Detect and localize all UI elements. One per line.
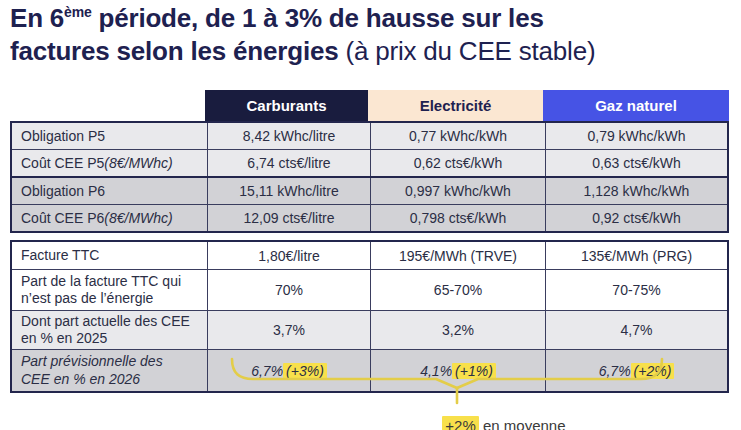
page-title: En 6ème période, de 1 à 3% de hausse sur… xyxy=(10,2,735,69)
table-row-obligation-p5: Obligation P5 8,42 kWhc/litre 0,77 kWhc/… xyxy=(12,123,727,149)
cell-carburants: 15,11 kWhc/litre xyxy=(207,178,370,204)
cell-electricite: 0,62 cts€/kWh xyxy=(370,150,545,176)
cell-gaz: 0,79 kWhc/kWh xyxy=(545,123,727,149)
average-annotation: +2% en moyenne xyxy=(434,400,566,430)
title-line1-pre: En 6 xyxy=(10,3,64,33)
row-label: Obligation P6 xyxy=(12,178,207,204)
title-line1: En 6ème période, de 1 à 3% de hausse sur… xyxy=(10,3,544,33)
table-row-facture-ttc: Facture TTC 1,80€/litre 195€/MWh (TRVE) … xyxy=(12,242,727,269)
cell-carburants: 70% xyxy=(207,270,370,310)
table-row-obligation-p6: Obligation P6 15,11 kWhc/litre 0,997 kWh… xyxy=(12,176,727,204)
header-carburants: Carburants xyxy=(205,90,368,121)
cell-gaz: 0,63 cts€/kWh xyxy=(545,150,727,176)
row-label: Coût CEE P5 (8€/MWhc) xyxy=(12,150,207,176)
cell-electricite: 65-70% xyxy=(370,270,545,310)
table-row-cout-cee-p6: Coût CEE P6 (8€/MWhc) 12,09 cts€/litre 0… xyxy=(12,204,727,231)
average-text: en moyenne xyxy=(479,417,566,430)
cell-gaz: 135€/MWh (PRG) xyxy=(545,242,727,269)
cell-carburants: 12,09 cts€/litre xyxy=(207,205,370,231)
header-electricite: Electricité xyxy=(368,90,543,121)
header-empty-cell xyxy=(10,90,205,121)
cell-electricite: 0,997 kWhc/kWh xyxy=(370,178,545,204)
cell-gaz: 0,92 cts€/kWh xyxy=(545,205,727,231)
cell-electricite: 195€/MWh (TRVE) xyxy=(370,242,545,269)
row-label-text: Obligation P5 xyxy=(21,128,105,144)
cell-gaz: 4,7% xyxy=(545,311,727,349)
title-line2-bold: factures selon les énergies xyxy=(10,36,345,66)
row-label: Obligation P5 xyxy=(12,123,207,149)
table-row-part-actuelle-2025: Dont part actuelle des CEE en % en 2025 … xyxy=(12,310,727,349)
cell-carburants: 1,80€/litre xyxy=(207,242,370,269)
row-label-text: Obligation P6 xyxy=(21,183,105,199)
row-label-note: (8€/MWhc) xyxy=(104,210,172,226)
row-label: Facture TTC xyxy=(12,242,207,269)
cell-electricite: 3,2% xyxy=(370,311,545,349)
table-row-part-facture: Part de la facture TTC qui n’est pas de … xyxy=(12,269,727,310)
cell-electricite: 0,798 cts€/kWh xyxy=(370,205,545,231)
cell-carburants: 3,7% xyxy=(207,311,370,349)
cell-electricite: 0,77 kWhc/kWh xyxy=(370,123,545,149)
title-line1-post: période, de 1 à 3% de hausse sur les xyxy=(92,3,544,33)
header-gaz-naturel: Gaz naturel xyxy=(543,90,729,121)
cell-gaz: 70-75% xyxy=(545,270,727,310)
title-superscript: ème xyxy=(64,4,91,20)
title-line2-normal: (à prix du CEE stable) xyxy=(345,36,595,66)
obligations-table: Obligation P5 8,42 kWhc/litre 0,77 kWhc/… xyxy=(10,121,729,233)
row-label-text: Coût CEE P5 xyxy=(21,155,104,171)
row-label: Part de la facture TTC qui n’est pas de … xyxy=(12,270,207,310)
average-highlight: +2% xyxy=(442,416,478,430)
row-label: Coût CEE P6 (8€/MWhc) xyxy=(12,205,207,231)
cell-carburants: 6,74 cts€/litre xyxy=(207,150,370,176)
row-label: Dont part actuelle des CEE en % en 2025 xyxy=(12,311,207,349)
cell-gaz: 1,128 kWhc/kWh xyxy=(545,178,727,204)
cell-carburants: 8,42 kWhc/litre xyxy=(207,123,370,149)
row-label-note: (8€/MWhc) xyxy=(104,155,172,171)
row-label: Part prévisionnelle des CEE en % en 2026 xyxy=(12,350,207,391)
table-row-cout-cee-p5: Coût CEE P5 (8€/MWhc) 6,74 cts€/litre 0,… xyxy=(12,149,727,176)
energy-table-header-row: Carburants Electricité Gaz naturel xyxy=(10,90,729,121)
row-label-text: Coût CEE P6 xyxy=(21,210,104,226)
